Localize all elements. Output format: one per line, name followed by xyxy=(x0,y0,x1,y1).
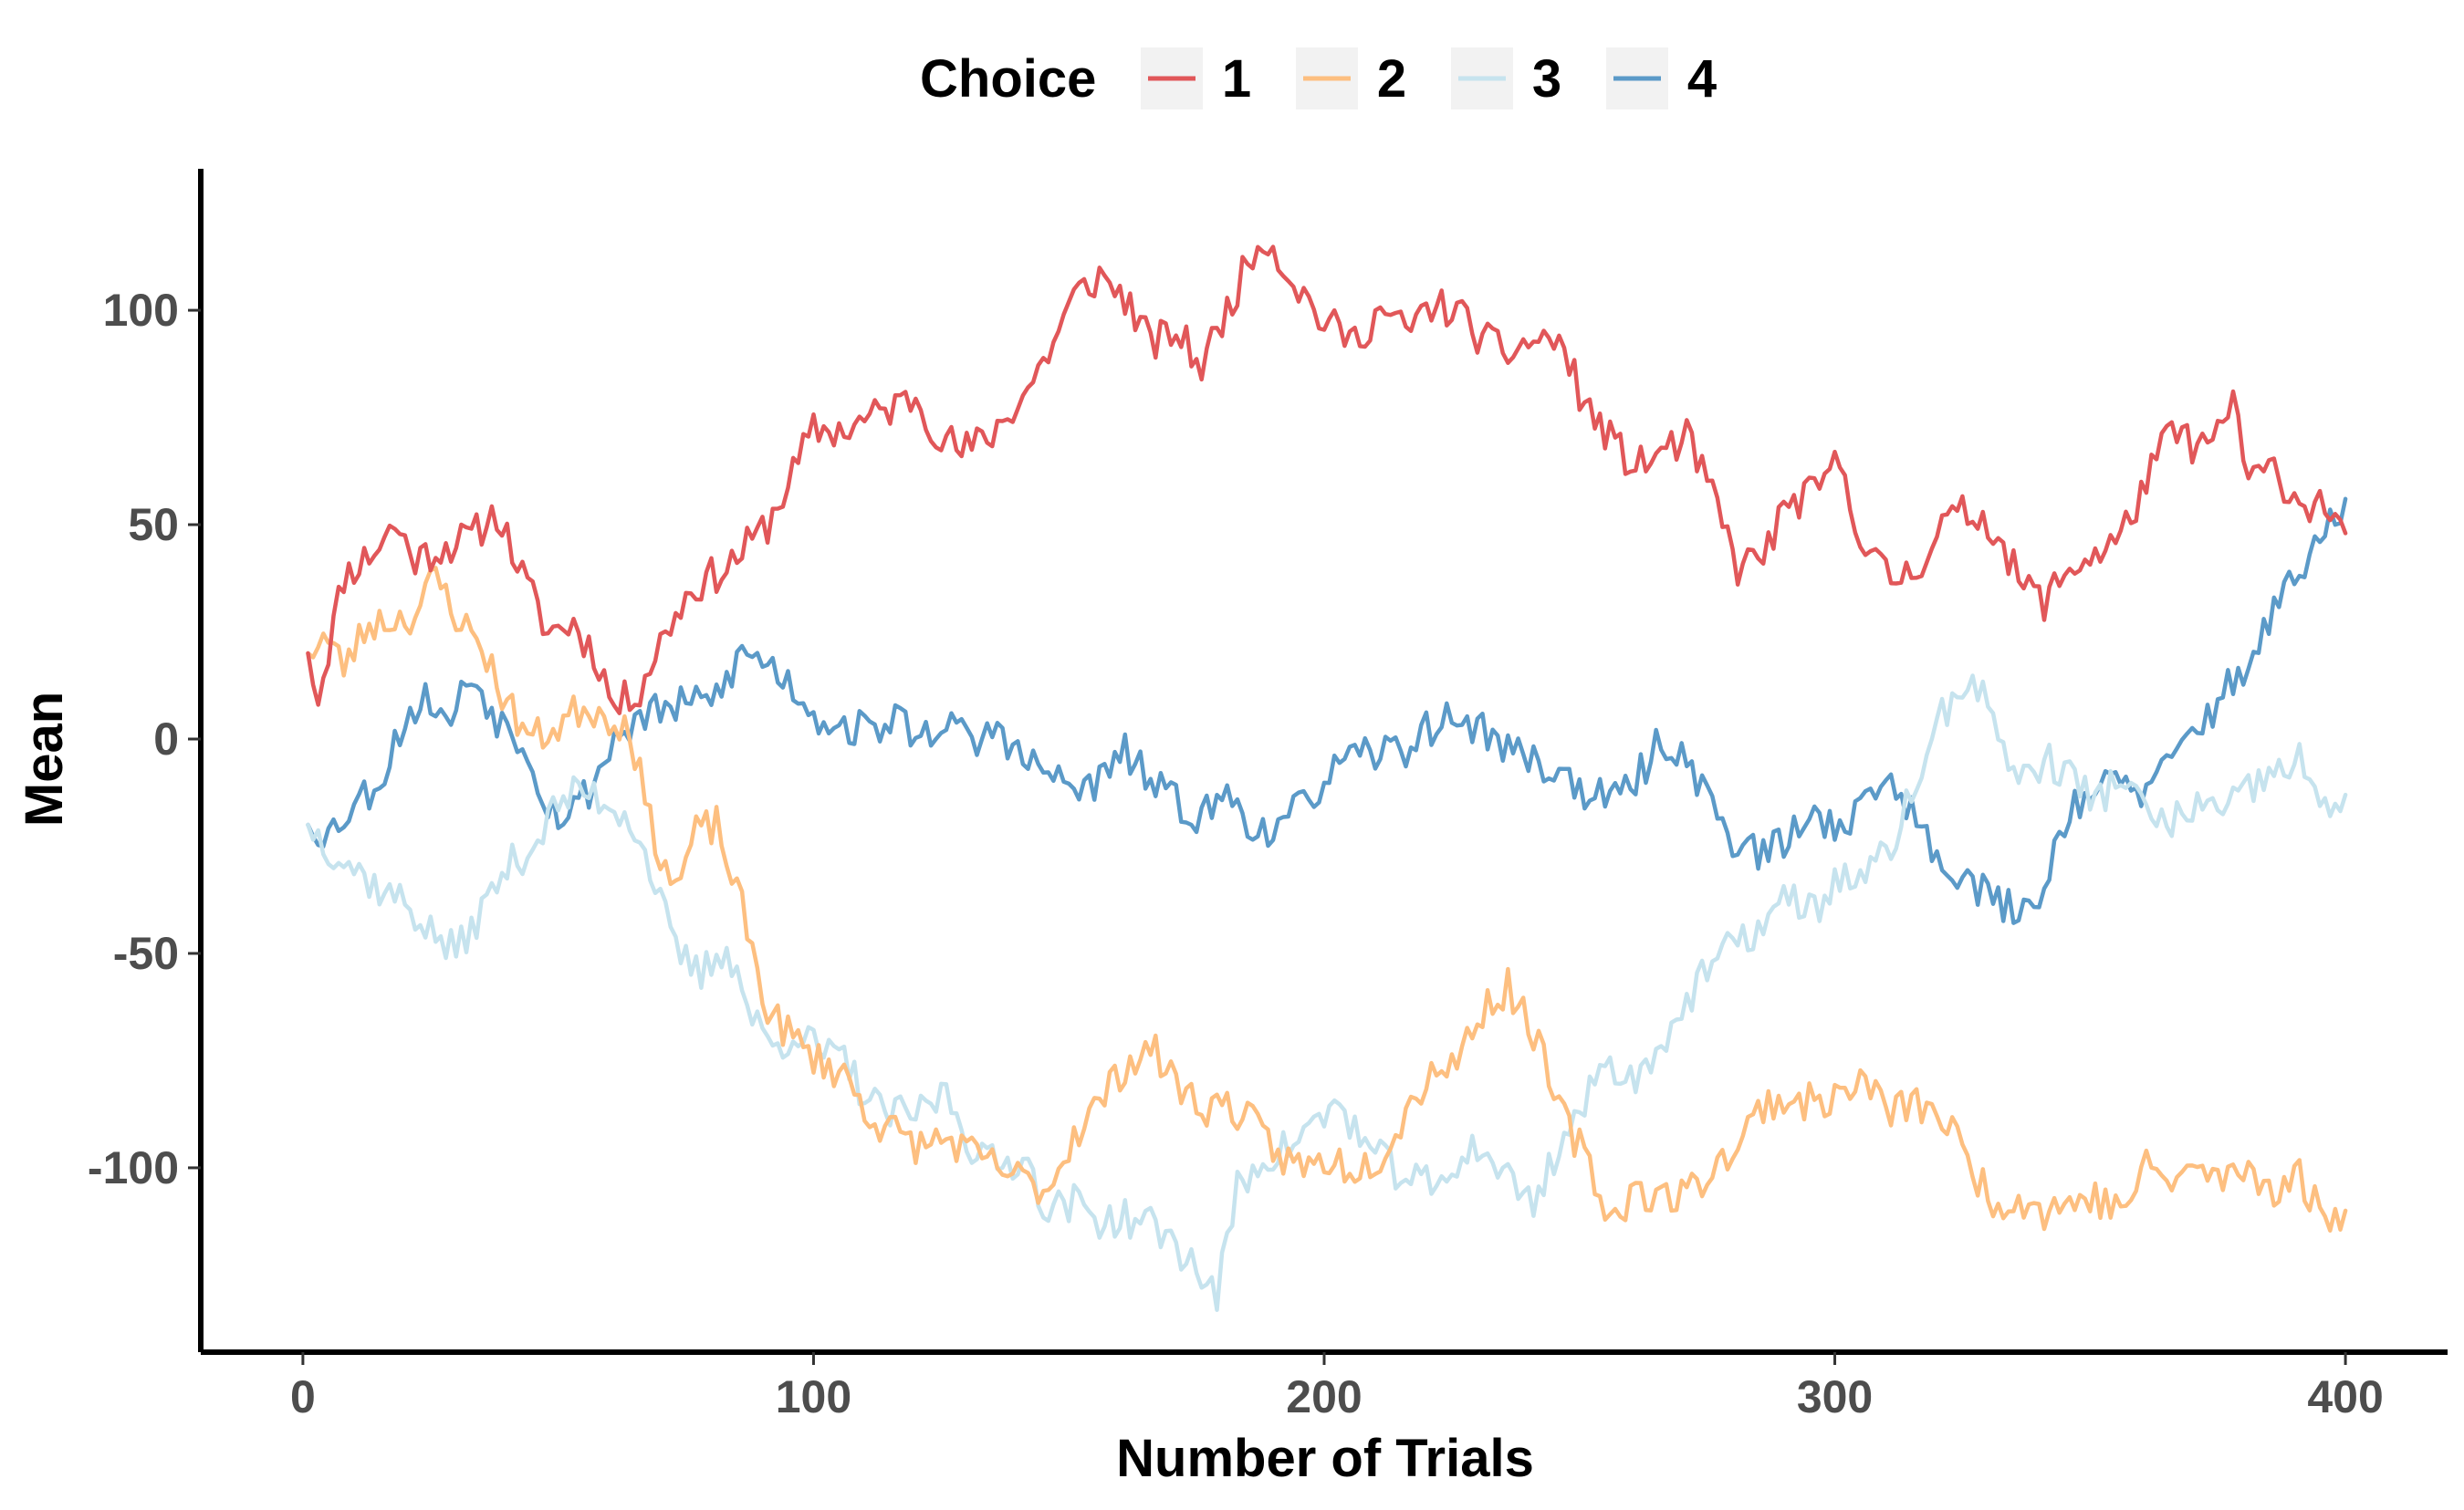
series-layer xyxy=(306,245,2348,1312)
y-tick-label: -100 xyxy=(88,1142,179,1193)
y-tick-label: 100 xyxy=(103,285,179,336)
series-line-2 xyxy=(306,566,2348,1233)
x-tick-label: 400 xyxy=(2307,1371,2383,1422)
legend: Choice 1 2 3 4 xyxy=(920,47,1717,109)
legend-label-4: 4 xyxy=(1687,49,1717,109)
y-axis-title: Mean xyxy=(15,692,74,827)
series-line-4 xyxy=(306,496,2348,925)
legend-label-2: 2 xyxy=(1377,49,1406,109)
x-tick-label: 300 xyxy=(1797,1371,1873,1422)
x-tick-label: 200 xyxy=(1286,1371,1362,1422)
series-line-3 xyxy=(306,673,2348,1312)
legend-label-3: 3 xyxy=(1532,49,1561,109)
x-axis-ticks: 0 100 200 300 400 xyxy=(290,1352,2384,1422)
y-axis-ticks: -100 -50 0 50 100 xyxy=(88,285,201,1193)
legend-items: 1 2 3 4 xyxy=(1141,47,1717,109)
series-line-1 xyxy=(306,245,2348,715)
y-tick-label: -50 xyxy=(113,928,179,979)
x-axis-title: Number of Trials xyxy=(1116,1429,1534,1488)
y-tick-label: 0 xyxy=(153,713,179,765)
x-tick-label: 0 xyxy=(290,1371,316,1422)
legend-title: Choice xyxy=(920,49,1096,109)
x-tick-label: 100 xyxy=(776,1371,851,1422)
y-tick-label: 50 xyxy=(128,499,179,550)
legend-label-1: 1 xyxy=(1222,49,1251,109)
